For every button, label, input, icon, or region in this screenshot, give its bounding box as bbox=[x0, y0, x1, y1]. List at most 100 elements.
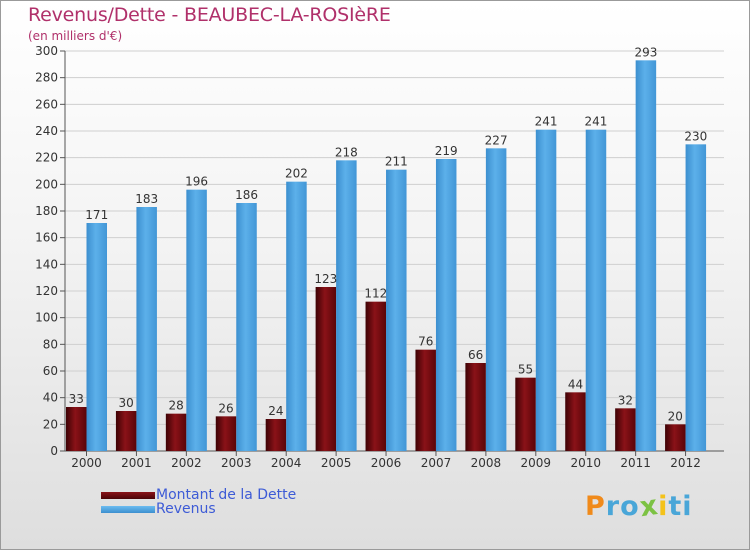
bar-dette bbox=[165, 413, 187, 451]
value-label-revenus: 241 bbox=[535, 115, 558, 129]
value-label-revenus: 293 bbox=[634, 45, 657, 59]
value-label-dette: 32 bbox=[618, 393, 633, 407]
value-labels: 33 171 30 183 28 196 26 186 24 202 123 218 112 211 76 2… bbox=[69, 45, 708, 423]
y-tick-label: 100 bbox=[35, 311, 58, 325]
legend-swatch-dette bbox=[101, 492, 155, 499]
x-tick-label: 2010 bbox=[570, 456, 601, 470]
value-label-revenus: 202 bbox=[285, 167, 308, 181]
bar-revenus bbox=[585, 129, 607, 451]
bar-dette bbox=[665, 424, 686, 451]
y-tick-label: 180 bbox=[35, 204, 58, 218]
y-tick-label: 40 bbox=[43, 391, 58, 405]
value-label-dette: 112 bbox=[364, 287, 387, 301]
x-tick-label: 2000 bbox=[71, 456, 102, 470]
logo-letter: r bbox=[605, 491, 621, 522]
value-label-revenus: 211 bbox=[385, 155, 408, 169]
value-label-dette: 33 bbox=[69, 392, 84, 406]
bar-revenus bbox=[635, 60, 657, 451]
logo-letter: o bbox=[620, 491, 640, 522]
bar-dette bbox=[515, 377, 536, 451]
legend-label-revenus: Revenus bbox=[156, 501, 216, 517]
legend-label-dette: Montant de la Dette bbox=[156, 487, 297, 503]
value-label-dette: 55 bbox=[518, 363, 533, 377]
bar-dette bbox=[215, 416, 237, 451]
bar-revenus bbox=[435, 159, 457, 451]
chart-subtitle: (en milliers d'€) bbox=[28, 29, 123, 43]
y-tick-label: 300 bbox=[35, 44, 58, 58]
value-label-dette: 28 bbox=[168, 399, 183, 413]
x-tick-label: 2001 bbox=[121, 456, 152, 470]
x-tick-label: 2005 bbox=[321, 456, 352, 470]
x-tick-label: 2006 bbox=[371, 456, 402, 470]
x-tick-label: 2009 bbox=[521, 456, 552, 470]
y-tick-label: 0 bbox=[50, 444, 58, 458]
bar-dette bbox=[315, 287, 337, 451]
bar-revenus bbox=[186, 189, 207, 451]
bar-dette bbox=[66, 407, 87, 451]
logo-letter: x bbox=[637, 489, 661, 524]
y-tick-label: 220 bbox=[35, 151, 58, 165]
value-label-dette: 44 bbox=[568, 377, 583, 391]
y-tick-label: 280 bbox=[35, 71, 58, 85]
y-tick-label: 60 bbox=[43, 364, 58, 378]
value-label-dette: 76 bbox=[418, 335, 433, 349]
bar-revenus bbox=[535, 129, 557, 451]
y-tick-label: 240 bbox=[35, 124, 58, 138]
chart-title: Revenus/Dette - BEAUBEC-LA-ROSIèRE bbox=[28, 4, 391, 26]
value-label-revenus: 230 bbox=[684, 129, 707, 143]
y-tick-label: 20 bbox=[43, 417, 58, 431]
bars bbox=[66, 60, 707, 452]
bar-revenus bbox=[685, 144, 707, 452]
value-label-revenus: 219 bbox=[435, 144, 458, 158]
value-label-dette: 66 bbox=[468, 348, 483, 362]
value-label-revenus: 241 bbox=[585, 115, 608, 129]
value-label-dette: 123 bbox=[314, 272, 337, 286]
value-label-dette: 30 bbox=[119, 396, 134, 410]
x-tick-label: 2002 bbox=[171, 456, 202, 470]
bar-dette bbox=[265, 419, 287, 451]
bar-revenus bbox=[386, 169, 407, 451]
y-tick-label: 80 bbox=[43, 337, 58, 351]
proxiti-logo: Proxiti bbox=[585, 489, 693, 524]
bar-revenus bbox=[86, 223, 107, 451]
value-label-revenus: 183 bbox=[135, 192, 158, 206]
bar-revenus bbox=[485, 148, 507, 452]
x-tick-label: 2008 bbox=[471, 456, 502, 470]
y-tick-label: 120 bbox=[35, 284, 58, 298]
x-tick-label: 2011 bbox=[620, 456, 651, 470]
bar-revenus bbox=[286, 181, 307, 451]
y-tick-label: 260 bbox=[35, 97, 58, 111]
y-tick-label: 140 bbox=[35, 257, 58, 271]
logo-letter: t bbox=[668, 491, 683, 522]
y-tick-label: 160 bbox=[35, 231, 58, 245]
x-tick-label: 2007 bbox=[421, 456, 452, 470]
logo-letter: i bbox=[682, 491, 693, 522]
bar-revenus bbox=[336, 160, 357, 452]
bar-revenus bbox=[236, 203, 257, 451]
bar-dette bbox=[465, 363, 486, 451]
value-label-revenus: 196 bbox=[185, 175, 208, 189]
bar-dette bbox=[415, 349, 436, 451]
bar-dette bbox=[365, 301, 387, 451]
logo-letter: i bbox=[658, 491, 669, 522]
value-label-revenus: 186 bbox=[235, 188, 258, 202]
bar-dette bbox=[615, 408, 636, 451]
x-tick-label: 2004 bbox=[271, 456, 302, 470]
axes: 0204060801001201401601802002202402602803… bbox=[35, 44, 724, 470]
legend-swatch-revenus bbox=[101, 506, 155, 513]
value-label-revenus: 227 bbox=[485, 133, 508, 147]
value-label-revenus: 218 bbox=[335, 145, 358, 159]
x-tick-label: 2012 bbox=[670, 456, 701, 470]
value-label-dette: 24 bbox=[268, 404, 283, 418]
bar-dette bbox=[565, 392, 586, 451]
value-label-dette: 26 bbox=[218, 401, 233, 415]
bar-revenus bbox=[136, 207, 157, 451]
y-tick-label: 200 bbox=[35, 177, 58, 191]
x-tick-label: 2003 bbox=[221, 456, 252, 470]
logo-letter: P bbox=[585, 491, 606, 522]
bar-dette bbox=[115, 411, 137, 451]
value-label-dette: 20 bbox=[668, 409, 683, 423]
value-label-revenus: 171 bbox=[85, 208, 108, 222]
